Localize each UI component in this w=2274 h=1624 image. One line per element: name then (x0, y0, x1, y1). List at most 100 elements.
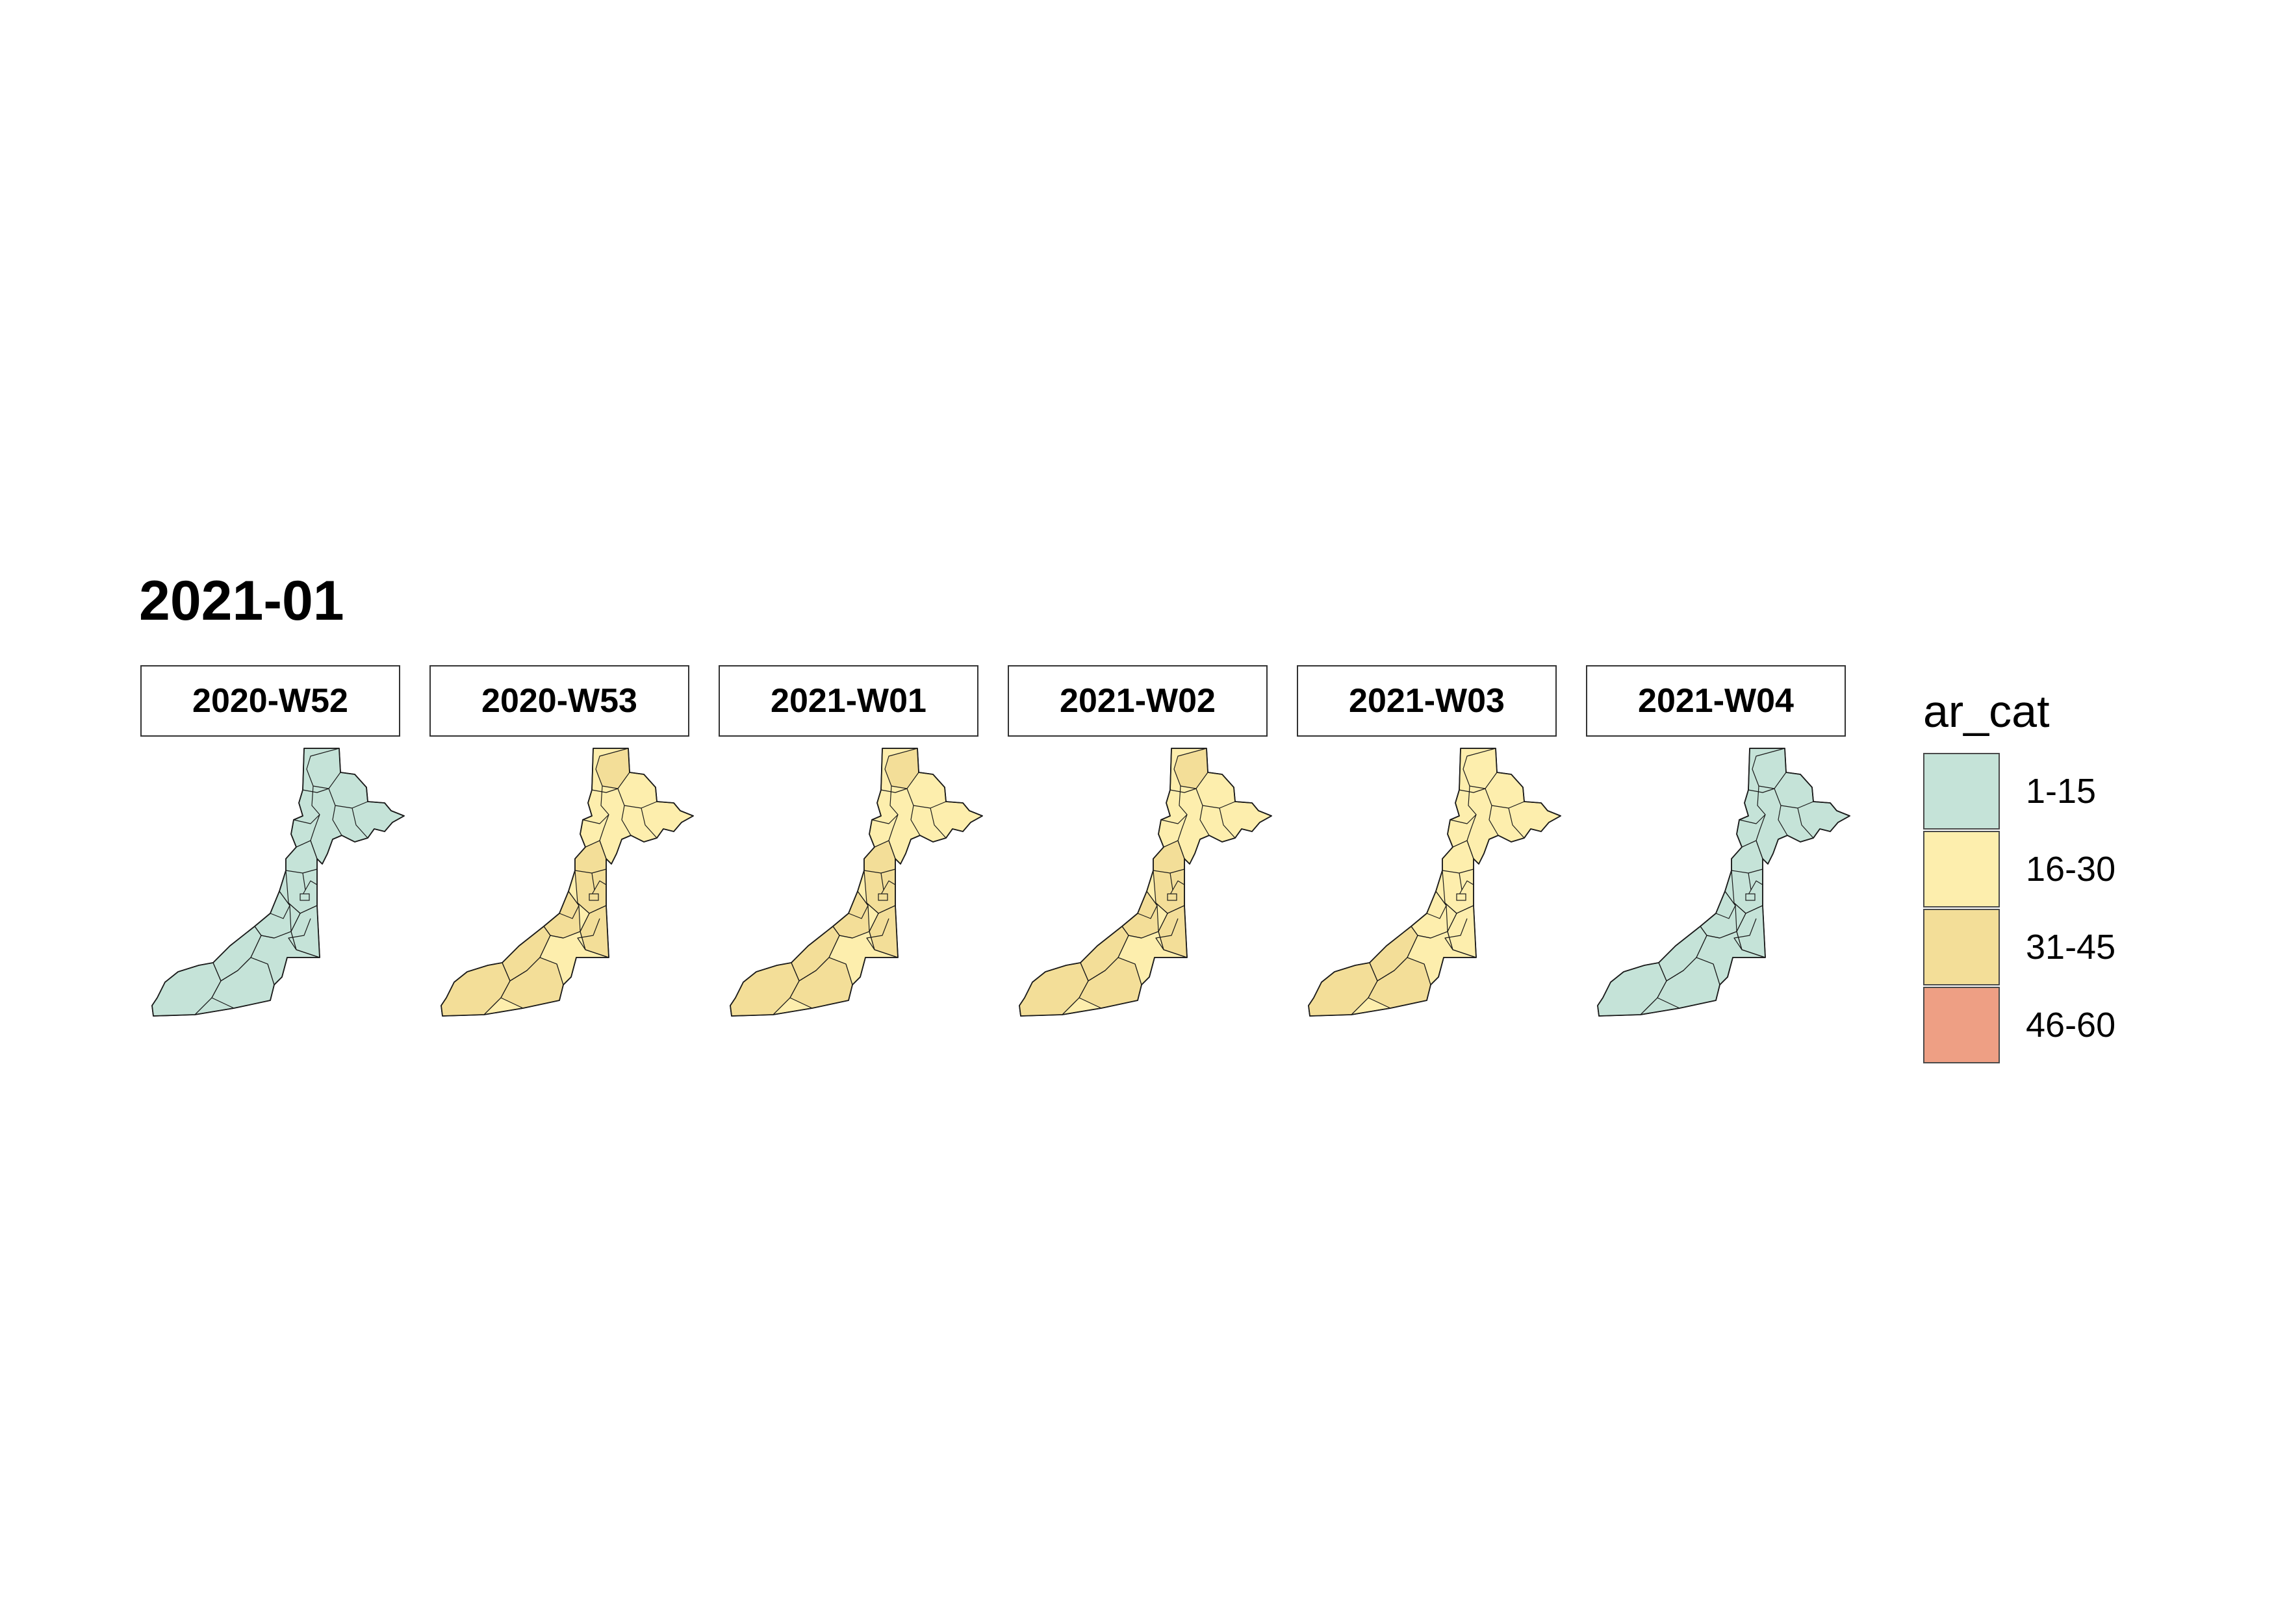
district-border (1163, 840, 1179, 848)
district-border (582, 814, 609, 824)
district-border (539, 957, 564, 985)
facet-strip-label: 2020-W53 (481, 682, 637, 720)
facet-strip-label: 2021-W01 (771, 682, 926, 720)
district-border (832, 926, 870, 939)
map-district (1456, 893, 1466, 901)
district-border (1172, 880, 1185, 891)
district-border (1377, 970, 1395, 982)
district-border (1466, 840, 1474, 859)
district-border (1121, 926, 1159, 939)
district-border (1640, 962, 1667, 1015)
district-border (1407, 957, 1431, 985)
district-border (591, 788, 619, 793)
district-border (279, 891, 290, 906)
district-border (1351, 962, 1378, 1015)
district-border (577, 918, 600, 950)
map-district (300, 893, 310, 901)
facet-strip: 2020-W52 (140, 665, 400, 737)
facet-strip: 2021-W02 (1008, 665, 1268, 737)
district-border (1158, 913, 1188, 958)
district-border (1411, 926, 1448, 939)
map-district (574, 840, 607, 914)
map-outline (441, 748, 694, 1017)
district-border (1459, 788, 1486, 793)
district-border (194, 962, 222, 1015)
facet-strip: 2021-W01 (719, 665, 978, 737)
district-border (254, 926, 292, 939)
district-border (310, 840, 318, 859)
legend-label: 1-15 (2026, 772, 2097, 811)
district-border (871, 814, 899, 824)
facet-strip-label: 2020-W52 (192, 682, 348, 720)
district-border (1137, 905, 1158, 919)
district-border (848, 905, 869, 919)
choropleth-map (1597, 748, 1850, 1017)
facet-strip: 2021-W04 (1586, 665, 1846, 737)
district-border (302, 788, 329, 793)
legend: ar_cat 1-15 16-30 31-45 46-60 (1923, 689, 2115, 1064)
district-border (1452, 840, 1468, 848)
district-border (1088, 970, 1106, 982)
legend-swatch (1923, 909, 2000, 985)
legend-swatch (1923, 753, 2000, 830)
map-district (1745, 893, 1756, 901)
district-border (288, 918, 311, 950)
district-border (857, 891, 869, 906)
choropleth-map (441, 748, 694, 1017)
choropleth-map (151, 748, 405, 1017)
page-title: 2021-01 (139, 570, 344, 632)
district-border (1118, 957, 1142, 985)
district-border (483, 962, 511, 1015)
district-border (585, 840, 600, 848)
district-border (296, 840, 311, 848)
district-border (293, 814, 320, 824)
district-border (270, 905, 290, 919)
legend-entry: 31-45 (1923, 908, 2115, 986)
district-border (1426, 905, 1447, 919)
district-border (1169, 788, 1197, 793)
facet-strip-label: 2021-W03 (1349, 682, 1505, 720)
district-border (1508, 807, 1525, 839)
district-border (1715, 905, 1736, 919)
district-border (641, 807, 658, 839)
district-border (305, 880, 318, 891)
facet-panel: 2020-W53 (429, 665, 694, 1029)
district-border (599, 840, 607, 859)
district-border (1741, 840, 1757, 848)
district-border (250, 957, 275, 985)
choropleth-map (1019, 748, 1272, 1017)
district-border (290, 913, 320, 958)
district-border (1146, 891, 1158, 906)
district-border (509, 970, 528, 982)
district-border (880, 788, 908, 793)
facet-strip-label: 2021-W04 (1638, 682, 1794, 720)
district-border (580, 913, 609, 958)
district-border (559, 905, 580, 919)
legend-entry: 16-30 (1923, 830, 2115, 908)
legend-entries: 1-15 16-30 31-45 46-60 (1923, 752, 2115, 1064)
district-border (888, 840, 896, 859)
facet-strip: 2020-W53 (429, 665, 689, 737)
district-border (1447, 913, 1477, 958)
district-border (1774, 788, 1788, 836)
district-border (1733, 918, 1757, 950)
choropleth-map (730, 748, 983, 1017)
facet-panel: 2020-W52 (140, 665, 405, 1029)
facet-panel: 2021-W01 (719, 665, 983, 1029)
legend-swatch (1923, 987, 2000, 1063)
district-border (866, 918, 889, 950)
legend-entry: 46-60 (1923, 986, 2115, 1064)
map-district (1153, 840, 1185, 914)
district-border (1219, 807, 1236, 839)
district-border (930, 807, 947, 839)
map-outline (1019, 748, 1272, 1017)
district-border (1155, 918, 1179, 950)
district-border (874, 840, 889, 848)
legend-swatch (1923, 831, 2000, 907)
district-border (1696, 957, 1720, 985)
facet-strip-label: 2021-W02 (1060, 682, 1216, 720)
district-border (1739, 814, 1766, 824)
legend-label: 31-45 (2026, 928, 2116, 967)
map-outline (1597, 748, 1850, 1017)
district-border (1666, 970, 1684, 982)
